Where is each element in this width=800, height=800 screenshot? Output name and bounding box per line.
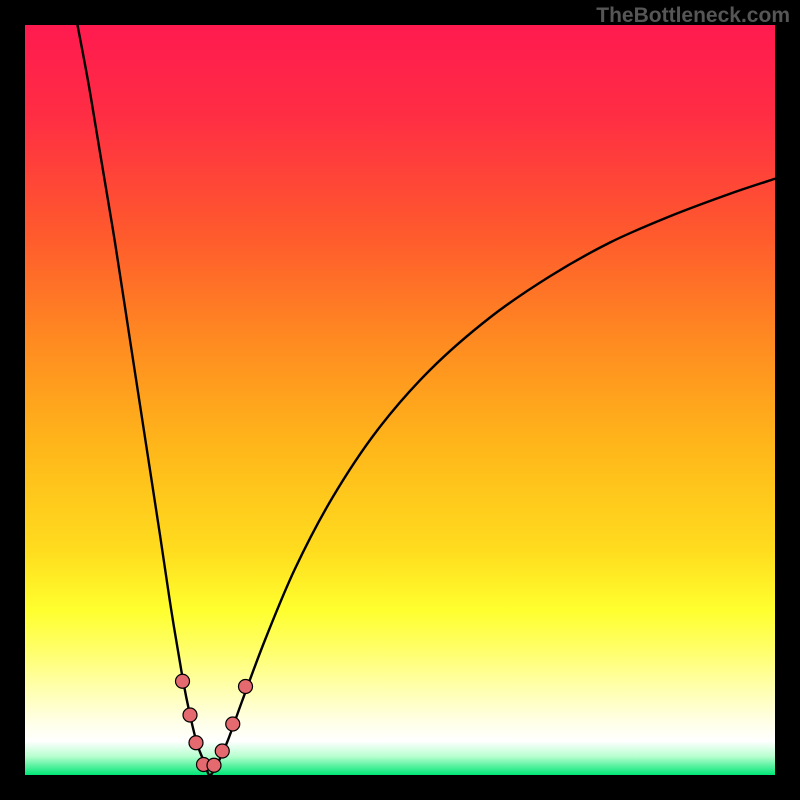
marker-point bbox=[207, 758, 221, 772]
marker-point bbox=[176, 674, 190, 688]
chart-background bbox=[25, 25, 775, 775]
marker-point bbox=[226, 717, 240, 731]
chart-container: TheBottleneck.com bbox=[0, 0, 800, 800]
marker-point bbox=[215, 744, 229, 758]
marker-point bbox=[189, 736, 203, 750]
bottleneck-chart bbox=[0, 0, 800, 800]
marker-point bbox=[183, 708, 197, 722]
marker-point bbox=[239, 680, 253, 694]
